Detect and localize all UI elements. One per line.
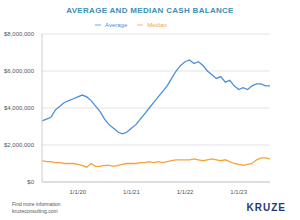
html-text:KRUZE: KRUZE xyxy=(246,202,286,213)
svg-text:1/1/20: 1/1/20 xyxy=(69,189,86,195)
svg-text:$2,000,000: $2,000,000 xyxy=(8,142,35,148)
html-text:AVERAGE AND MEDIAN CASH BALANC: AVERAGE AND MEDIAN CASH BALANCE xyxy=(66,6,234,15)
svg-text:1/1/23: 1/1/23 xyxy=(230,189,247,195)
html-text:kruzeconsulting.com: kruzeconsulting.com xyxy=(12,208,58,214)
html-text:Average: Average xyxy=(105,22,128,28)
svg-text:1/1/22: 1/1/22 xyxy=(177,189,194,195)
svg-text:1/1/21: 1/1/21 xyxy=(123,189,140,195)
svg-text:$6,000,000: $6,000,000 xyxy=(8,68,35,74)
svg-text:$8,000,000: $8,000,000 xyxy=(8,31,35,37)
html-text:Median: Median xyxy=(147,22,167,28)
svg-text:$0: $0 xyxy=(27,179,34,185)
html-text:Find more information: Find more information xyxy=(12,201,61,207)
svg-text:$4,000,000: $4,000,000 xyxy=(8,105,35,111)
